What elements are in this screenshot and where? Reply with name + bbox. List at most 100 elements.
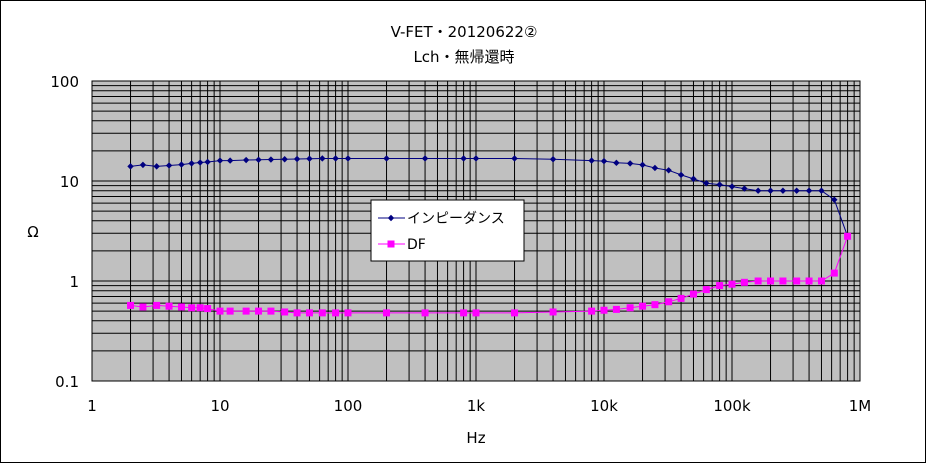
data-point: [460, 309, 468, 317]
x-tick-label: 100k: [713, 397, 751, 415]
data-point: [818, 187, 825, 194]
data-point: [305, 309, 313, 317]
data-point: [226, 307, 234, 315]
y-tick-label: 0.1: [55, 373, 79, 391]
data-point: [793, 277, 801, 285]
data-point: [332, 155, 339, 162]
data-point: [267, 307, 275, 315]
data-point: [318, 309, 326, 317]
data-point: [255, 307, 263, 315]
legend-swatch-marker: [387, 214, 395, 222]
legend-label: インピーダンス: [407, 211, 505, 227]
data-point: [421, 155, 429, 162]
data-point: [613, 159, 620, 167]
data-point: [383, 155, 390, 162]
data-point: [754, 277, 762, 285]
data-point: [651, 164, 659, 172]
data-point: [549, 156, 557, 163]
data-point: [665, 298, 673, 306]
legend-entry: インピーダンス: [378, 211, 505, 227]
data-point: [703, 180, 710, 187]
data-point: [549, 308, 557, 316]
y-tick-label: 10: [60, 173, 79, 191]
data-point: [779, 187, 787, 194]
data-point: [588, 307, 596, 315]
data-point: [665, 167, 672, 174]
tick-labels: 1 10 100 1k 10k 100k 1M 0.1 1 10 100: [50, 73, 871, 415]
x-tick-label: 10k: [590, 397, 618, 415]
data-point: [600, 157, 608, 165]
legend-label: DF: [407, 237, 426, 253]
data-point: [178, 161, 185, 168]
data-point: [754, 187, 762, 194]
data-point: [216, 157, 224, 164]
data-point: [651, 301, 659, 309]
data-point: [702, 286, 710, 294]
data-point: [188, 160, 195, 167]
y-axis-label: Ω: [27, 223, 38, 241]
data-point: [153, 301, 161, 309]
data-point: [177, 303, 185, 311]
data-point: [153, 163, 160, 170]
x-tick-label: 100: [334, 397, 363, 415]
data-point: [306, 155, 313, 162]
data-point: [127, 163, 134, 170]
data-point: [226, 157, 234, 164]
y-tick-label: 100: [50, 73, 79, 91]
legend: インピーダンス DF: [370, 199, 525, 262]
data-point: [319, 155, 326, 162]
grid-lines: [91, 80, 861, 382]
x-tick-label: 10: [210, 397, 229, 415]
data-point: [600, 306, 608, 314]
data-point: [728, 280, 736, 288]
data-point: [242, 307, 250, 315]
series-line: [130, 236, 849, 314]
data-point: [139, 303, 147, 311]
data-point: [511, 309, 519, 317]
data-point: [267, 156, 275, 163]
data-point: [831, 196, 838, 203]
y-tick-label: 1: [69, 273, 79, 291]
data-point: [196, 159, 204, 166]
legend-box: [370, 199, 525, 262]
data-point: [344, 155, 352, 162]
data-point: [690, 175, 697, 183]
data-point: [741, 185, 748, 192]
data-point: [242, 156, 250, 164]
chart-title: V-FET・20120622②: [391, 23, 538, 41]
chart-subtitle: Lch・無帰還時: [413, 48, 514, 66]
x-tick-label: 1M: [849, 397, 872, 415]
data-point: [612, 305, 620, 313]
data-point: [805, 277, 813, 285]
data-point: [204, 158, 211, 166]
data-point: [165, 162, 173, 169]
data-point: [639, 161, 646, 169]
data-point: [588, 157, 595, 164]
data-point: [830, 269, 838, 277]
data-point: [677, 171, 685, 179]
data-point: [767, 277, 775, 285]
series-layer: [127, 155, 852, 317]
data-point: [716, 282, 724, 290]
data-point: [139, 161, 147, 169]
data-point: [281, 308, 289, 316]
data-point: [281, 156, 288, 163]
data-point: [844, 232, 852, 240]
data-point: [204, 305, 212, 313]
data-point: [626, 304, 634, 312]
legend-entry: DF: [378, 237, 426, 253]
data-point: [383, 309, 391, 317]
data-point: [779, 277, 787, 285]
data-point: [216, 307, 224, 315]
data-point: [626, 160, 634, 167]
data-point: [460, 155, 467, 162]
data-point: [740, 278, 748, 286]
data-point: [196, 304, 204, 312]
data-point: [188, 304, 196, 312]
data-point: [793, 187, 800, 194]
data-point: [344, 309, 352, 317]
data-point: [421, 309, 429, 317]
data-point: [677, 294, 685, 302]
